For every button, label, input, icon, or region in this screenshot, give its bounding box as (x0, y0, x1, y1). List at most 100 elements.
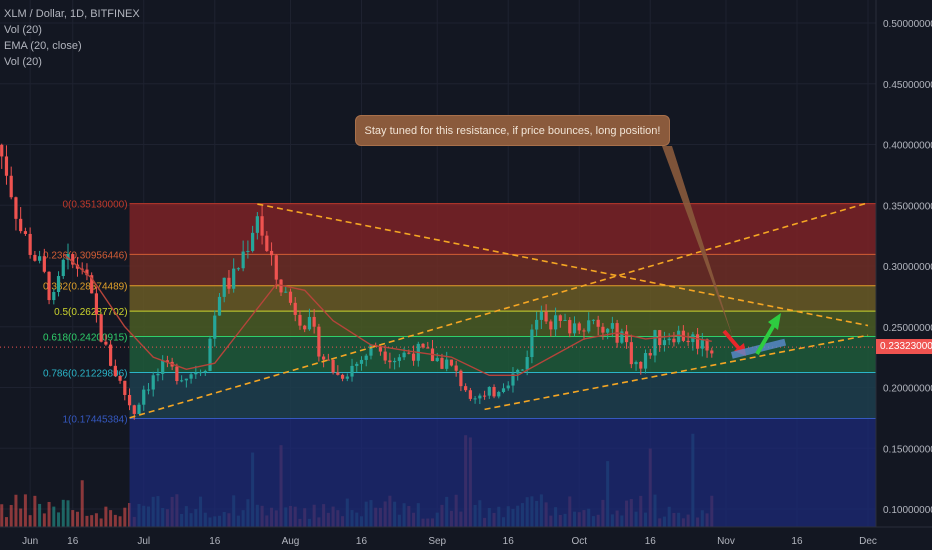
volume-bar (80, 480, 84, 527)
time-tick-label: Oct (571, 536, 587, 547)
time-axis: 7Jun16Jul16Aug16Sep16Oct16Nov16Dec (0, 526, 932, 550)
candle-body (355, 363, 359, 366)
candle-body (629, 342, 633, 365)
candle-body (435, 357, 439, 362)
candle-body (553, 315, 558, 330)
volume-bar (9, 504, 13, 527)
fib-band (129, 254, 877, 286)
up-arrow-head (768, 313, 781, 330)
candle-body (468, 390, 472, 399)
candle-body (454, 365, 458, 371)
volume-bar (0, 504, 4, 527)
annotation-callout[interactable]: Stay tuned for this resistance, if price… (355, 115, 670, 146)
candle-body (156, 373, 160, 376)
candlesticks (0, 143, 714, 420)
candle-body (393, 360, 397, 363)
candle-body (482, 395, 487, 397)
indicator-volume-1[interactable]: Vol (20) (4, 24, 42, 36)
volume-bar (52, 506, 56, 527)
candle-body (610, 323, 614, 329)
price-tick-label: 0.30000000 (883, 262, 932, 273)
candle-body (705, 339, 709, 351)
candle-body (572, 323, 577, 334)
candle-body (667, 338, 671, 341)
candle-body (643, 353, 648, 369)
last-price-tag: 0.23323000 (876, 339, 932, 354)
candle-body (445, 359, 449, 369)
candle-body (501, 388, 506, 392)
candle-body (307, 316, 312, 330)
candle-body (383, 351, 387, 361)
candle-body (246, 250, 250, 252)
fib-band (129, 285, 877, 312)
candle-body (56, 276, 61, 292)
candle-body (497, 391, 501, 397)
candle-body (601, 326, 605, 333)
candle-body (511, 373, 515, 386)
fib-band (129, 418, 877, 527)
candle-body (535, 319, 539, 330)
price-tick-label: 0.25000000 (883, 323, 932, 334)
trendlines (0, 146, 876, 419)
time-tick-label: Nov (717, 536, 735, 547)
candle-body (639, 361, 643, 369)
fib-level-label: 1(0.17445384) (62, 415, 127, 426)
candle-body (42, 256, 46, 272)
volume-bar (33, 495, 37, 527)
price-tick-label: 0.15000000 (883, 444, 932, 455)
candle-body (52, 291, 56, 301)
fibonacci-retracement: 0(0.35130000) 0.236(0.30956446) 0.382(0.28… (43, 200, 877, 527)
volume-bar (94, 513, 98, 527)
candle-body (312, 316, 316, 327)
symbol-title[interactable]: XLM / Dollar, 1D, BITFINEX (4, 8, 140, 20)
candle-body (544, 311, 548, 322)
callout-pointer (662, 146, 733, 338)
candle-body (459, 370, 463, 387)
time-tick-label: 16 (645, 536, 657, 547)
candle-body (23, 231, 28, 234)
candle-body (558, 315, 562, 321)
candle-body (350, 365, 354, 377)
candle-body (137, 404, 141, 414)
fib-level-label: 0.786(0.21229896) (43, 369, 128, 380)
candle-body (94, 293, 99, 315)
candle-body (539, 311, 543, 320)
time-tick-label: Jun (22, 536, 38, 547)
candle-body (440, 357, 444, 369)
time-tick-label: 16 (503, 536, 515, 547)
candle-body (104, 341, 108, 345)
candle-body (165, 360, 170, 362)
candle-body (369, 345, 373, 356)
price-tick-label: 0.10000000 (883, 505, 932, 516)
candle-body (563, 320, 567, 322)
candle-body (516, 369, 520, 374)
candle-body (269, 250, 274, 256)
candle-body (672, 338, 676, 343)
volume-bar (28, 515, 32, 527)
candle-body (198, 372, 203, 374)
candle-body (549, 321, 553, 330)
candle-body (421, 343, 425, 348)
fib-level-label: 0.236(0.30956446) (43, 250, 128, 261)
volume-bar (14, 494, 18, 527)
candle-body (66, 254, 70, 260)
volume-bar (99, 518, 103, 527)
candle-body (161, 360, 165, 374)
volume-bar (75, 511, 79, 527)
candle-body (19, 218, 23, 232)
volume-bar (23, 494, 27, 527)
candle-body (402, 352, 406, 358)
volume-bar (71, 510, 75, 527)
indicator-ema[interactable]: EMA (20, close) (4, 40, 82, 52)
candle-body (653, 330, 657, 356)
candle-body (407, 352, 411, 354)
volume-bar (123, 507, 127, 527)
indicator-volume-2[interactable]: Vol (20) (4, 56, 42, 68)
candle-body (397, 357, 401, 361)
candle-body (14, 197, 18, 219)
candle-body (279, 279, 283, 293)
candle-body (236, 268, 241, 270)
candle-body (677, 330, 681, 343)
candle-body (0, 144, 4, 157)
